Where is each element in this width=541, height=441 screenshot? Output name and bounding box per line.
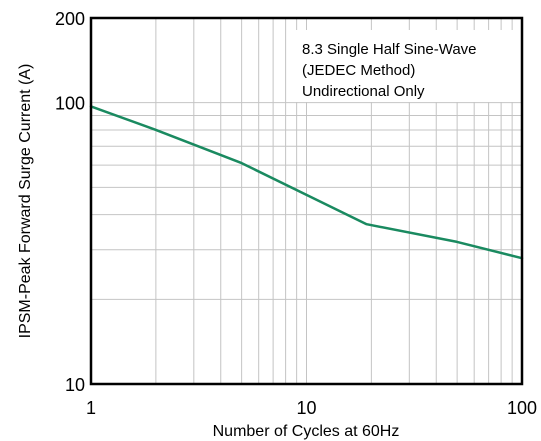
annotation-line-2: (JEDEC Method) — [302, 62, 415, 79]
y-axis-label: IPSM-Peak Forward Surge Current (A) — [17, 64, 34, 339]
y-tick-label: 100 — [55, 94, 85, 114]
series-line — [89, 105, 524, 260]
annotation-line-3: Undirectional Only — [302, 83, 425, 100]
y-tick-label: 10 — [65, 375, 85, 395]
x-axis-label: Number of Cycles at 60Hz — [213, 423, 400, 440]
annotation-box — [295, 30, 517, 102]
annotation-line-1: 8.3 Single Half Sine-Wave — [302, 41, 477, 58]
x-tick-label: 1 — [86, 398, 96, 418]
plot-frame — [89, 16, 524, 386]
y-tick-label: 200 — [55, 9, 85, 29]
series-layer — [89, 105, 524, 260]
x-tick-label: 100 — [507, 398, 537, 418]
x-tick-label: 10 — [296, 398, 316, 418]
